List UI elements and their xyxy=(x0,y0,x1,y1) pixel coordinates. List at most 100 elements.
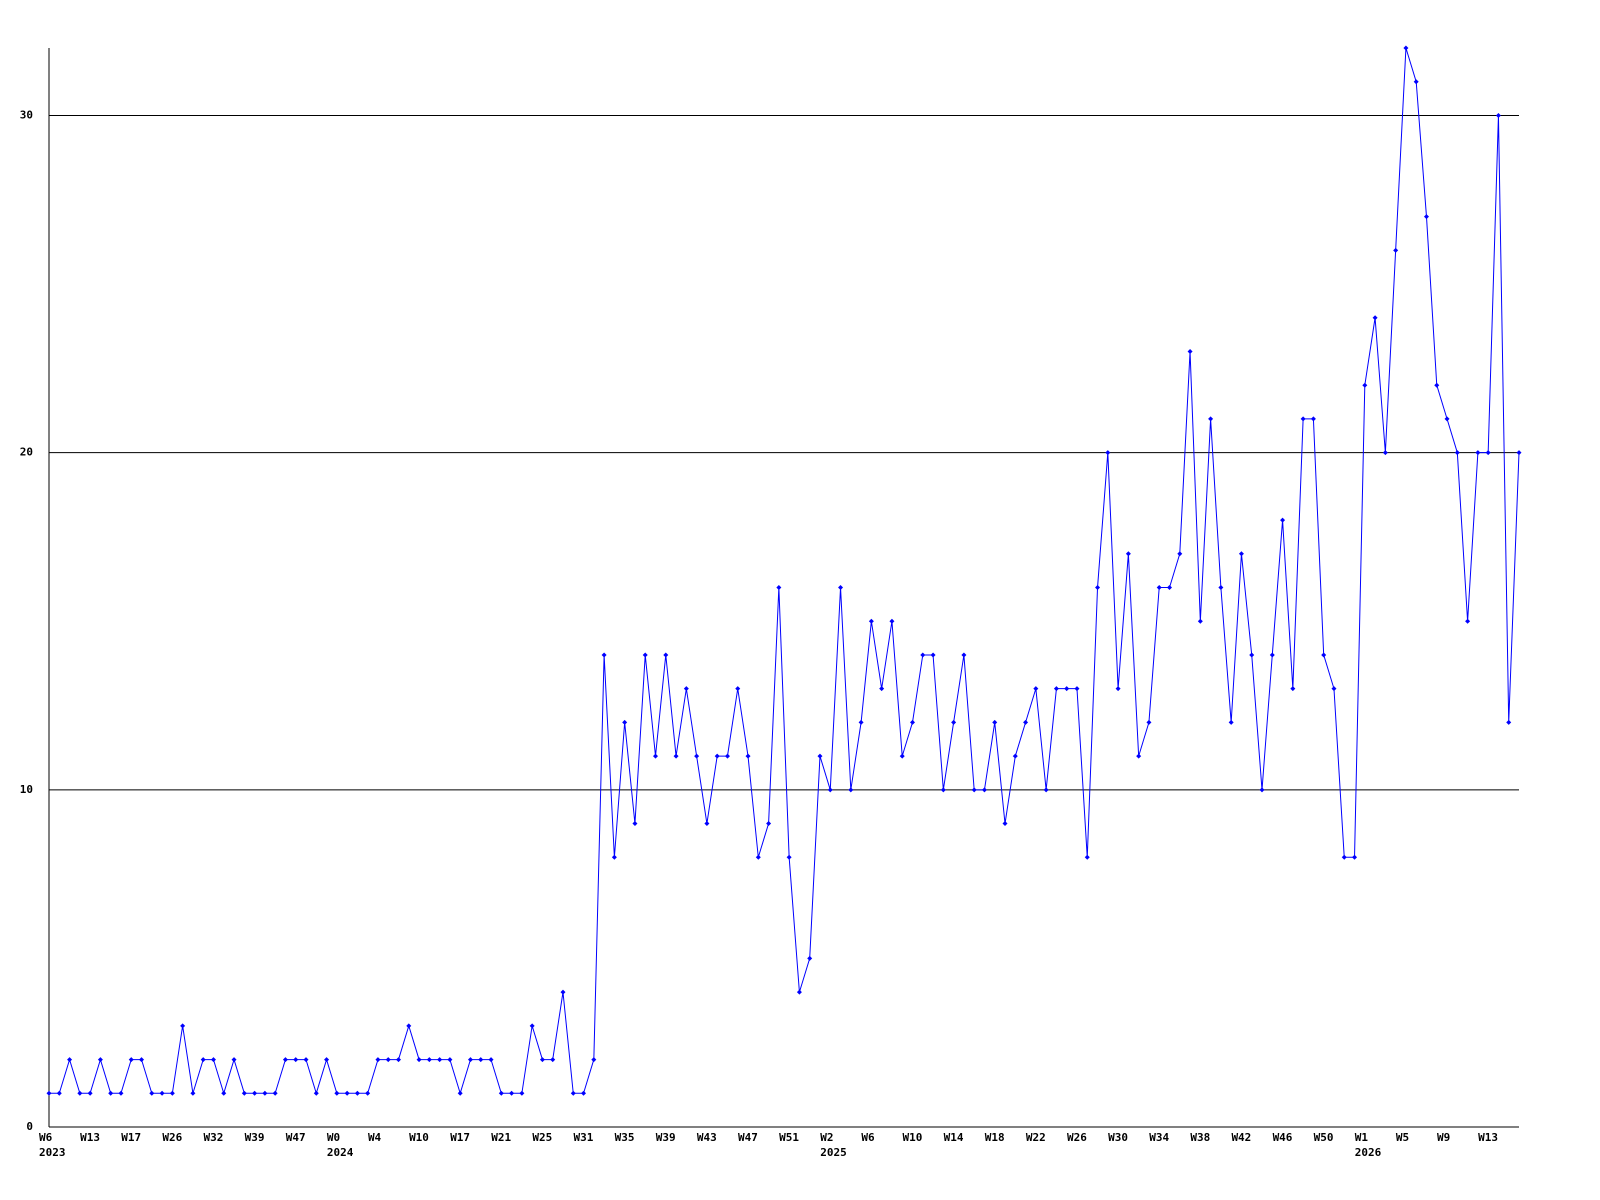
x-tick-label: W18 xyxy=(985,1131,1005,1144)
x-tick-label: W35 xyxy=(615,1131,635,1144)
point xyxy=(1023,719,1029,725)
point xyxy=(262,1090,268,1096)
point xyxy=(1166,585,1172,590)
point xyxy=(951,719,957,725)
point xyxy=(1095,585,1101,590)
point xyxy=(1280,517,1286,523)
point xyxy=(1269,652,1275,658)
point xyxy=(1249,652,1255,658)
x-tick-label: W17 xyxy=(450,1131,470,1144)
point xyxy=(663,652,669,658)
point xyxy=(694,753,700,759)
point xyxy=(1393,247,1399,253)
point xyxy=(365,1090,371,1096)
point xyxy=(1238,551,1244,557)
x-tick-label: W42 xyxy=(1231,1131,1251,1144)
point xyxy=(776,585,782,590)
point xyxy=(889,618,895,624)
x-tick-label: W39 xyxy=(245,1131,265,1144)
point xyxy=(97,1057,103,1063)
point xyxy=(200,1057,206,1063)
x-tick-label: W4 xyxy=(368,1131,382,1144)
point xyxy=(868,618,874,624)
point xyxy=(920,652,926,658)
x-year-label: 2023 xyxy=(39,1146,66,1159)
point xyxy=(1403,45,1409,51)
point xyxy=(1516,450,1522,456)
point xyxy=(683,686,689,692)
point xyxy=(1362,382,1368,388)
point xyxy=(467,1057,473,1063)
point xyxy=(786,854,792,860)
point xyxy=(149,1090,155,1096)
x-tick-label: W46 xyxy=(1273,1131,1293,1144)
x-tick-label: W13 xyxy=(80,1131,100,1144)
x-tick-label: W25 xyxy=(532,1131,552,1144)
x-tick-label: W50 xyxy=(1314,1131,1334,1144)
x-tick-label: W14 xyxy=(944,1131,964,1144)
point xyxy=(879,686,885,692)
point xyxy=(241,1090,247,1096)
point xyxy=(221,1090,227,1096)
point xyxy=(108,1090,114,1096)
point xyxy=(550,1057,556,1063)
point xyxy=(1002,821,1008,827)
point xyxy=(1053,686,1059,692)
point xyxy=(940,787,946,793)
x-tick-label: W5 xyxy=(1396,1131,1409,1144)
point xyxy=(169,1090,175,1096)
point xyxy=(77,1090,83,1096)
point xyxy=(519,1090,525,1096)
point xyxy=(1454,450,1460,456)
point xyxy=(601,652,607,658)
point xyxy=(1228,719,1234,725)
point xyxy=(447,1057,453,1063)
point xyxy=(1372,315,1378,321)
point xyxy=(1506,719,1512,725)
point xyxy=(1187,348,1193,354)
point xyxy=(1485,450,1491,456)
point xyxy=(981,787,987,793)
point xyxy=(406,1023,412,1029)
point xyxy=(128,1057,134,1063)
point xyxy=(1043,787,1049,793)
x-tick-label: W2 xyxy=(820,1131,833,1144)
point xyxy=(56,1090,62,1096)
x-tick-label: W6 xyxy=(39,1131,53,1144)
point xyxy=(498,1090,504,1096)
point xyxy=(303,1057,309,1063)
point xyxy=(1084,854,1090,860)
x-tick-label: W51 xyxy=(779,1131,799,1144)
point xyxy=(1259,787,1265,793)
point xyxy=(745,753,751,759)
point xyxy=(1146,719,1152,725)
point xyxy=(457,1090,463,1096)
x-tick-label: W0 xyxy=(327,1131,340,1144)
point xyxy=(1331,686,1337,692)
point xyxy=(293,1057,299,1063)
point xyxy=(1125,551,1131,557)
y-tick-label: 10 xyxy=(20,783,33,796)
point xyxy=(581,1090,587,1096)
point xyxy=(1105,450,1111,456)
point xyxy=(396,1057,402,1063)
point xyxy=(180,1023,186,1029)
point xyxy=(46,1090,52,1096)
point xyxy=(313,1090,319,1096)
point xyxy=(1218,585,1224,590)
point xyxy=(416,1057,422,1063)
point xyxy=(642,652,648,658)
point xyxy=(653,753,659,759)
point xyxy=(704,821,710,827)
point xyxy=(1444,416,1450,422)
point xyxy=(1495,112,1501,118)
point xyxy=(1413,79,1419,85)
point xyxy=(971,787,977,793)
point xyxy=(766,821,772,827)
point xyxy=(735,686,741,692)
point xyxy=(1177,551,1183,557)
y-tick-label: 0 xyxy=(26,1120,33,1133)
point xyxy=(1033,686,1039,692)
point xyxy=(591,1057,597,1063)
point xyxy=(1382,450,1388,456)
